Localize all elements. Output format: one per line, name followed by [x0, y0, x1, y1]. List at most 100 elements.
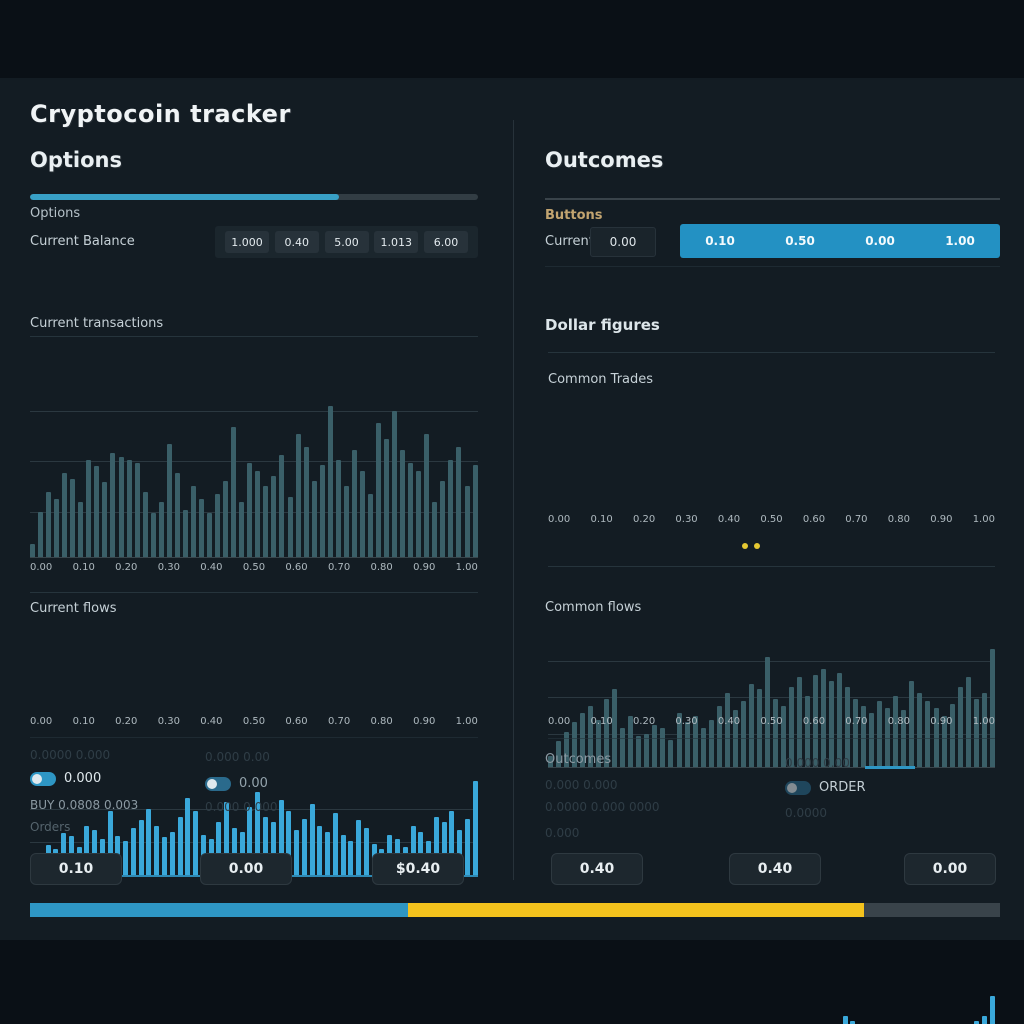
left-footer-button-3[interactable]: $0.40	[372, 853, 464, 885]
x-tick: 1.00	[455, 716, 478, 727]
x-tick: 0.30	[675, 514, 698, 525]
bar	[845, 686, 851, 767]
bar	[158, 501, 164, 557]
balance-amount-button-2[interactable]: 5.00	[324, 231, 369, 253]
bar	[78, 501, 84, 557]
balance-amount-button-3[interactable]: 1.013	[374, 231, 419, 253]
bar	[441, 822, 447, 875]
bar	[620, 728, 626, 767]
trades-chart-bars	[548, 649, 995, 767]
left-toggle-value: 0.000	[64, 771, 102, 786]
order-toggle[interactable]	[785, 780, 811, 795]
x-tick: 0.30	[157, 562, 180, 573]
gridline	[30, 411, 478, 413]
bar	[716, 705, 722, 767]
bar	[448, 459, 454, 557]
bar	[138, 820, 144, 875]
bar	[949, 704, 955, 767]
balance-amount-button-0[interactable]: 1.000	[225, 231, 269, 253]
bar	[317, 826, 323, 875]
bar	[332, 812, 338, 875]
x-tick: 0.90	[413, 562, 436, 573]
bar	[644, 733, 650, 767]
bar	[676, 712, 682, 767]
bar	[772, 698, 778, 767]
left-footer-button-2[interactable]: 0.00	[200, 853, 292, 885]
bar	[351, 450, 357, 557]
bar	[255, 471, 261, 557]
x-tick: 0.50	[242, 716, 266, 727]
bar	[224, 801, 230, 875]
bar	[974, 1020, 980, 1024]
options-progress-label: Options	[30, 206, 81, 221]
x-tick: 0.30	[675, 716, 698, 727]
bar	[348, 841, 354, 875]
bar	[457, 829, 463, 875]
pager-dot-1[interactable]	[742, 543, 748, 549]
right-footer-button-3[interactable]: 0.00	[904, 853, 996, 885]
transactions-chart-bars	[30, 395, 478, 557]
bar	[247, 807, 253, 875]
trades-title-divider	[548, 352, 995, 353]
bar	[54, 498, 60, 557]
bar	[30, 544, 35, 557]
bar	[464, 818, 470, 875]
choice-amount-button-3[interactable]: 1.00	[920, 224, 1000, 258]
x-tick: 0.20	[115, 716, 138, 727]
choice-amount-button-2[interactable]: 0.00	[840, 224, 920, 258]
bar	[190, 485, 196, 557]
bar	[756, 689, 762, 767]
x-tick: 0.60	[802, 716, 826, 727]
bar	[764, 657, 770, 767]
right-flows-chart-xaxis: 0.00 0.10 0.20 0.30 0.40 0.50 0.60 0.70 0.80 0.90…	[548, 716, 995, 727]
right-footer-button-1[interactable]: 0.40	[551, 853, 643, 885]
bar	[262, 816, 268, 875]
left-toggle[interactable]	[30, 771, 56, 786]
x-tick: 0.90	[413, 716, 436, 727]
bar	[392, 411, 398, 557]
right-legend-faint-2: 0.0000 0.000 0000	[545, 800, 660, 814]
bar	[829, 680, 835, 767]
balance-amount-button-4[interactable]: 6.00	[424, 231, 468, 253]
x-tick: 0.20	[632, 514, 656, 525]
order-label: ORDER	[819, 780, 866, 795]
bar	[146, 809, 152, 875]
bar	[780, 705, 786, 767]
right-flows-chart	[548, 996, 995, 1024]
options-progress-bar	[30, 194, 478, 200]
dollar-figures-heading: Dollar figures	[545, 316, 660, 334]
panel-divider	[513, 120, 514, 880]
bar	[472, 464, 478, 557]
bar	[239, 501, 245, 557]
choice-amount-button-1[interactable]: 0.50	[760, 224, 840, 258]
balance-amount-button-1[interactable]: 0.40	[274, 231, 319, 253]
bar	[102, 482, 108, 557]
x-tick: 0.70	[327, 562, 351, 573]
bar	[853, 698, 859, 767]
bar	[612, 689, 618, 767]
bar	[548, 756, 553, 767]
choice-amount-button-0[interactable]: 0.10	[680, 224, 760, 258]
x-tick: 0.40	[717, 716, 741, 727]
left-toggle-2[interactable]	[205, 776, 231, 791]
bar	[652, 724, 658, 767]
choice-plain-button[interactable]: 0.00	[590, 227, 656, 257]
left-footer-button-1[interactable]: 0.10	[30, 853, 122, 885]
bar	[842, 1016, 848, 1024]
x-tick: 0.60	[285, 562, 308, 573]
pager-dot-2[interactable]	[754, 543, 760, 549]
right-footer-button-2[interactable]: 0.40	[729, 853, 821, 885]
bar	[893, 696, 899, 767]
page-title: Cryptocoin tracker	[30, 100, 291, 128]
bar	[432, 501, 438, 557]
bar	[287, 497, 293, 557]
bar	[279, 454, 285, 557]
bar	[340, 834, 346, 875]
right-legend2-order-row: ORDER	[785, 780, 866, 795]
bar	[154, 826, 160, 875]
bar	[301, 818, 307, 875]
x-tick: 1.00	[455, 562, 478, 573]
right-legend-faint-3: 0.000	[545, 826, 580, 840]
bar	[216, 822, 222, 875]
